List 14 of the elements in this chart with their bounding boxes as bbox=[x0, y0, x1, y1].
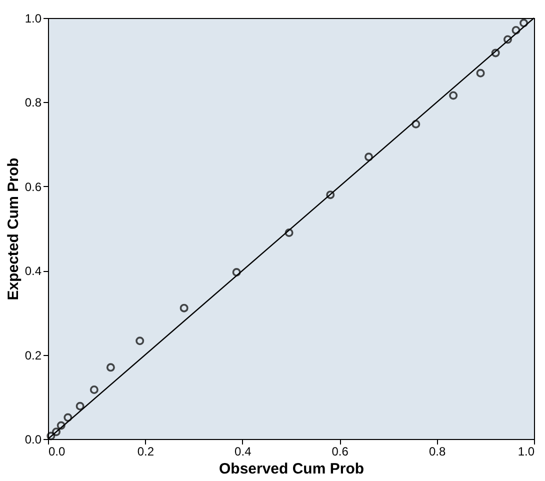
y-tick-label: 0.8 bbox=[24, 96, 42, 110]
y-axis-title: Expected Cum Prob bbox=[4, 158, 22, 300]
x-tick-label: 0.2 bbox=[137, 444, 154, 458]
y-tick-label: 0.2 bbox=[24, 348, 42, 362]
x-tick-label: 1.0 bbox=[518, 444, 535, 458]
y-tick-label: 0.0 bbox=[24, 432, 42, 446]
y-tick-label: 0.6 bbox=[24, 180, 42, 194]
x-axis-title: Observed Cum Prob bbox=[218, 460, 364, 478]
x-tick-label: 0.4 bbox=[234, 444, 252, 458]
x-tick-label: 0.6 bbox=[332, 444, 349, 458]
y-tick-label: 0.4 bbox=[24, 264, 42, 278]
x-tick-label: 0.0 bbox=[48, 444, 66, 458]
y-tick-label: 1.0 bbox=[24, 12, 42, 26]
x-tick-label: 0.8 bbox=[428, 444, 446, 458]
